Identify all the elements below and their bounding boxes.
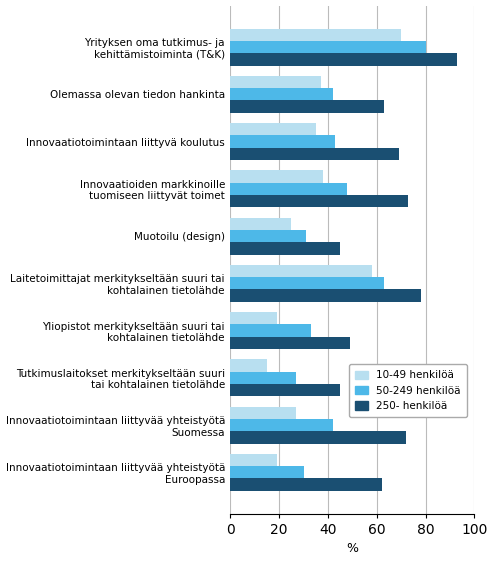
Bar: [231, 135, 335, 148]
Bar: [231, 312, 277, 324]
Bar: [231, 479, 382, 491]
Bar: [231, 324, 311, 337]
Legend: 10-49 henkilöä, 50-249 henkilöä, 250- henkilöä: 10-49 henkilöä, 50-249 henkilöä, 250- he…: [349, 364, 466, 417]
Bar: [231, 419, 333, 431]
Bar: [231, 242, 340, 255]
Bar: [231, 454, 277, 466]
Bar: [231, 148, 399, 160]
Bar: [231, 265, 372, 277]
Bar: [231, 29, 401, 41]
Bar: [231, 183, 348, 195]
Bar: [231, 230, 306, 242]
Bar: [231, 76, 320, 88]
Bar: [231, 360, 267, 372]
Bar: [231, 466, 304, 479]
Bar: [231, 41, 425, 53]
Bar: [231, 218, 291, 230]
Bar: [231, 407, 296, 419]
Bar: [231, 100, 384, 113]
Bar: [231, 123, 316, 135]
Bar: [231, 384, 340, 396]
Bar: [231, 431, 406, 444]
X-axis label: %: %: [347, 542, 358, 555]
Bar: [231, 337, 350, 349]
Bar: [231, 195, 408, 207]
Bar: [231, 289, 421, 302]
Bar: [231, 277, 384, 289]
Bar: [231, 53, 457, 66]
Bar: [231, 372, 296, 384]
Bar: [231, 88, 333, 100]
Bar: [231, 171, 323, 183]
